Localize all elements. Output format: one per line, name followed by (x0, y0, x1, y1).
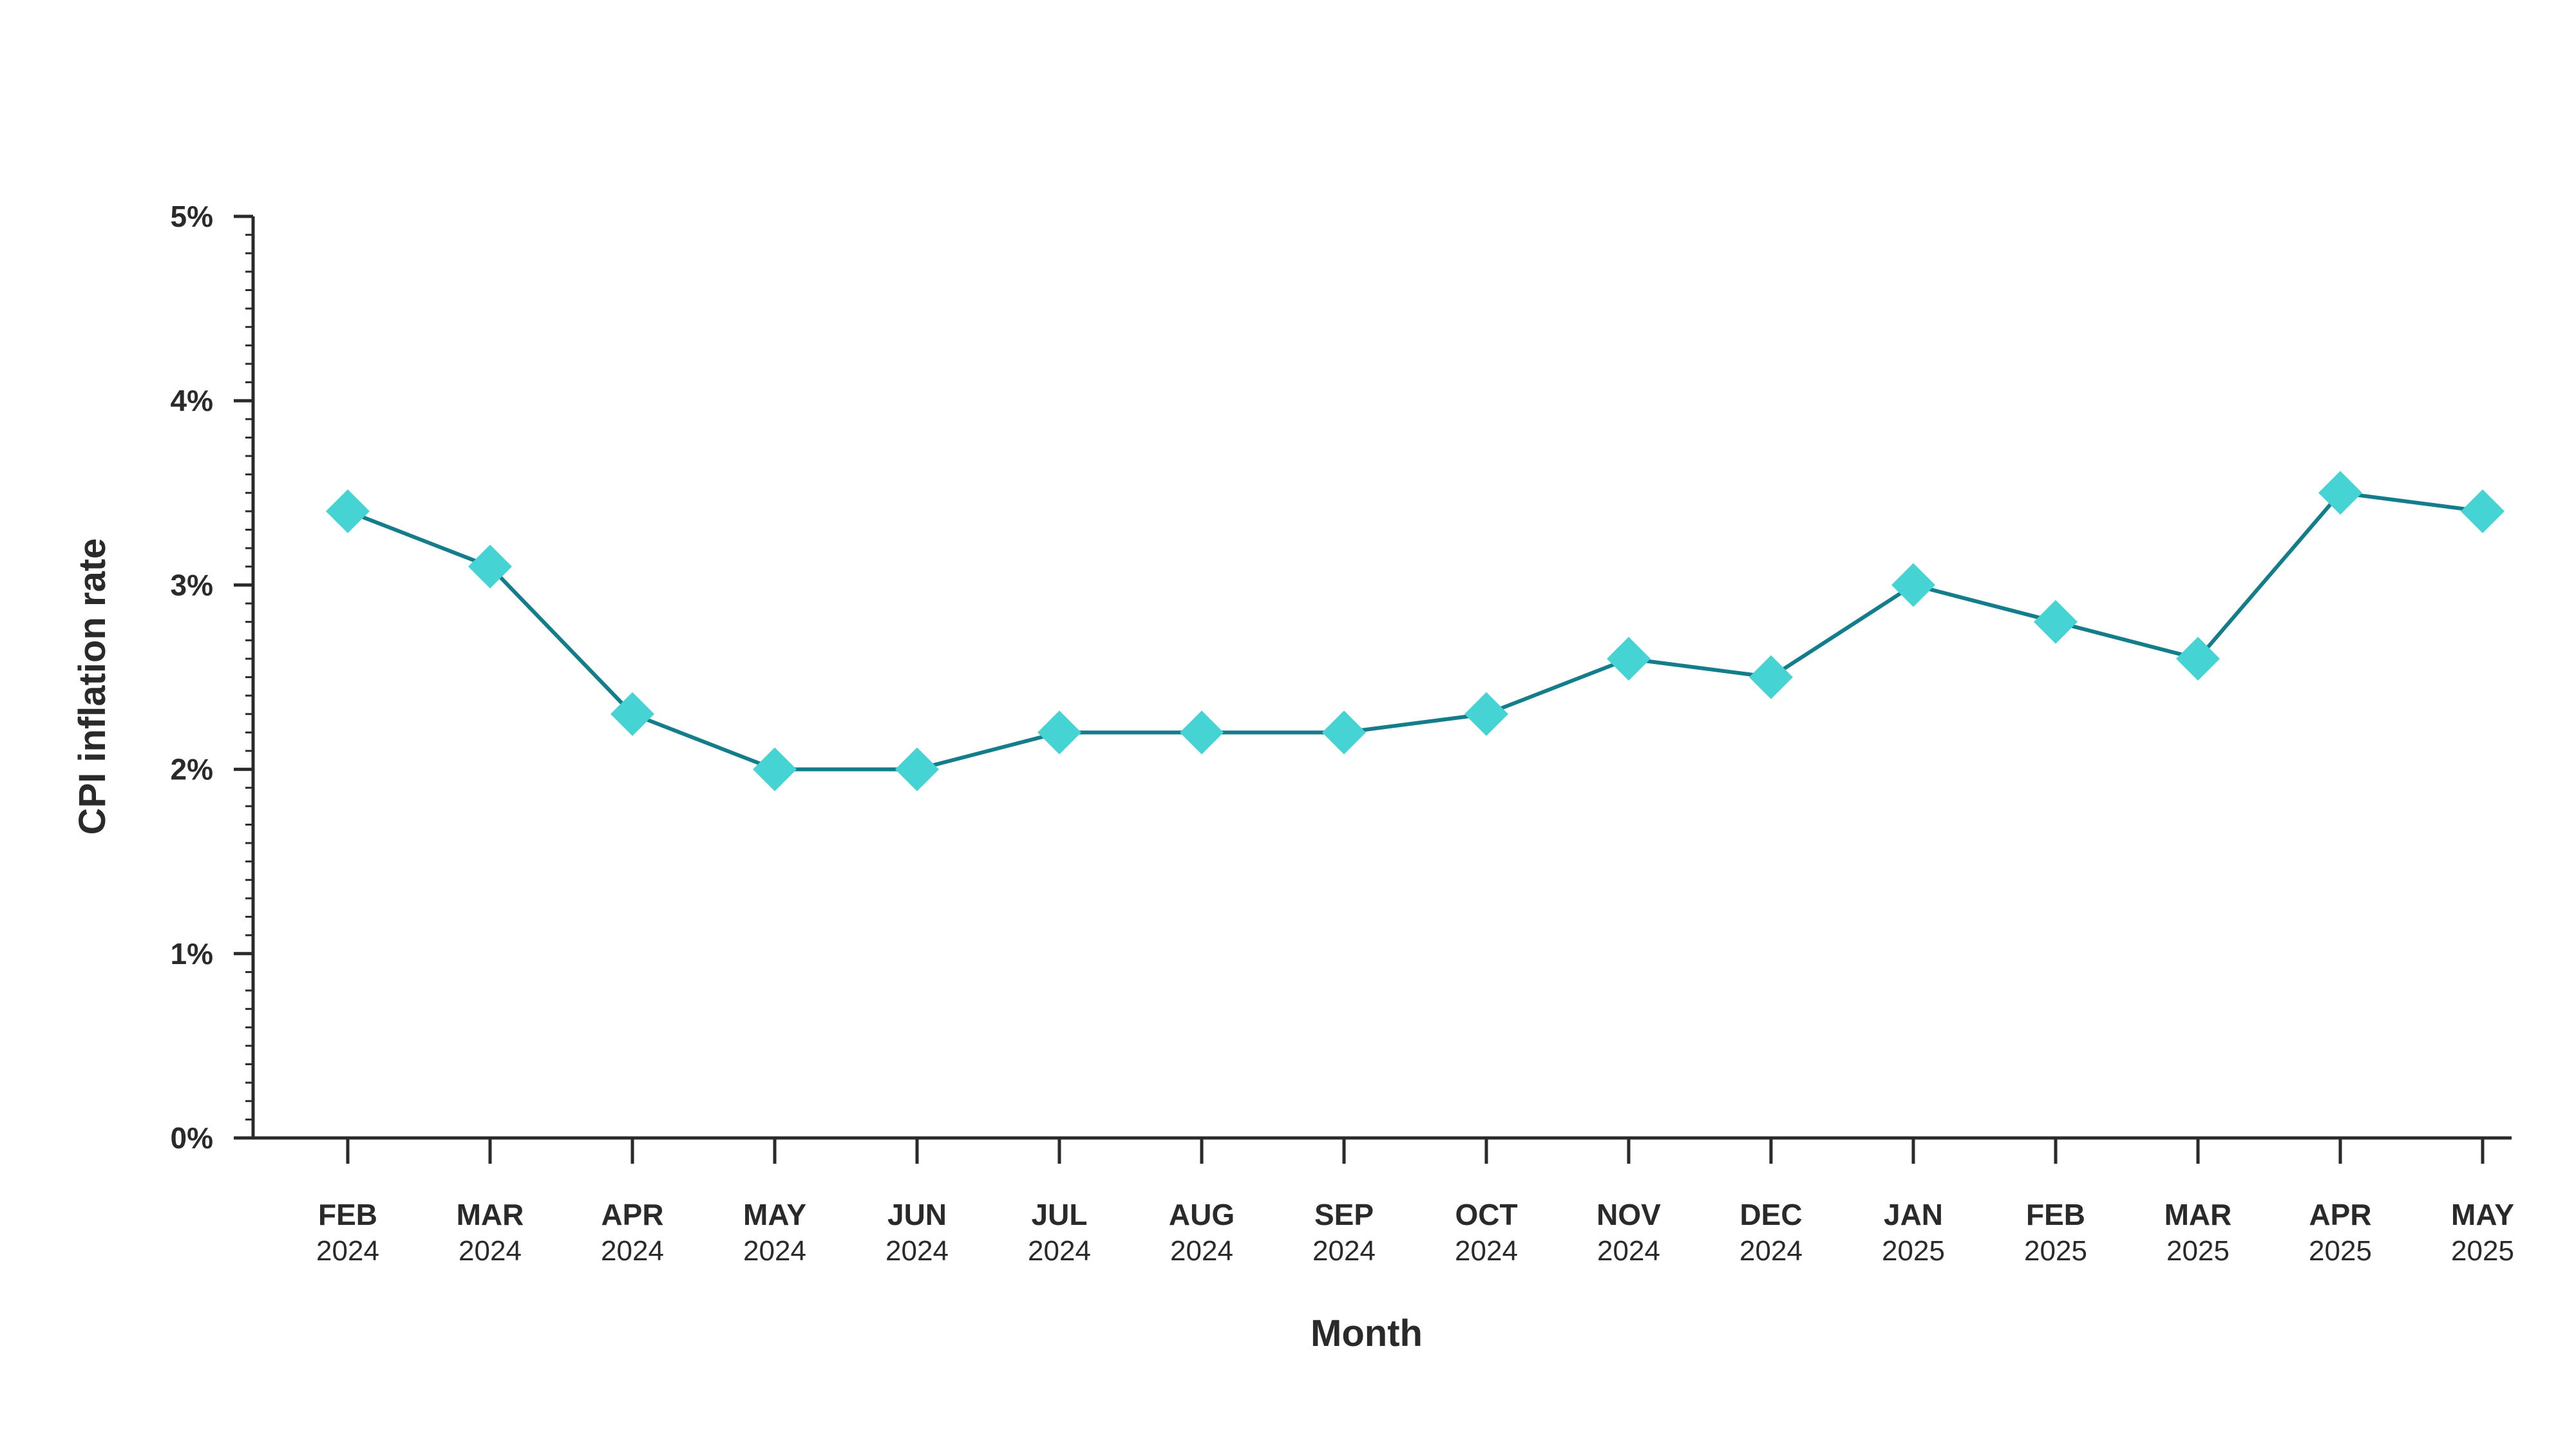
data-point-marker (895, 747, 939, 791)
x-tick-label-year: 2024 (1597, 1235, 1660, 1267)
y-tick-label: 0% (171, 1121, 213, 1155)
x-tick-label-month: MAR (2164, 1198, 2232, 1231)
axes: 0% 1% 2% 3% 4% 5% FEB 2024 MAR 2024 APR 2024 MAY 2024… (171, 200, 2514, 1267)
x-tick-label-month: MAY (743, 1198, 806, 1231)
x-tick-label-month: AUG (1169, 1198, 1235, 1231)
data-point-marker (1037, 710, 1081, 755)
x-tick-label-month: MAR (457, 1198, 524, 1231)
x-tick-label-month: JUN (887, 1198, 947, 1231)
x-tick-label-year: 2024 (1028, 1235, 1091, 1267)
x-tick-label-month: NOV (1596, 1198, 1661, 1231)
x-tick-label-year: 2025 (2451, 1235, 2514, 1267)
data-point-marker (468, 544, 512, 589)
data-point-marker (326, 489, 370, 533)
data-point-marker (611, 692, 654, 736)
x-tick-label-year: 2024 (1739, 1235, 1803, 1267)
data-point-marker (1180, 710, 1224, 755)
x-tick-label-month: OCT (1455, 1198, 1517, 1231)
y-tick-label: 1% (171, 937, 213, 971)
x-tick-label-year: 2024 (743, 1235, 806, 1267)
x-tick-label-month: APR (2309, 1198, 2371, 1231)
data-point-marker (1607, 636, 1651, 681)
y-tick-label: 3% (171, 568, 213, 601)
data-point-marker (2461, 489, 2505, 533)
x-tick-label-year: 2024 (316, 1235, 379, 1267)
x-tick-label-month: DEC (1739, 1198, 1802, 1231)
x-tick-label-month: FEB (2026, 1198, 2085, 1231)
data-point-marker (1749, 655, 1793, 699)
series-line (346, 491, 2483, 772)
x-tick-label-month: SEP (1314, 1198, 1374, 1231)
y-tick-label: 5% (171, 200, 213, 233)
x-tick-label-month: JUL (1032, 1198, 1088, 1231)
data-point-marker (753, 747, 797, 791)
x-tick-label-year: 2025 (2166, 1235, 2230, 1267)
data-point-marker (1464, 692, 1508, 736)
x-tick-label-year: 2024 (601, 1235, 664, 1267)
x-tick-label-year: 2024 (1455, 1235, 1518, 1267)
x-tick-label-year: 2025 (2309, 1235, 2372, 1267)
series-layer (326, 471, 2505, 791)
x-tick-label-month: APR (601, 1198, 663, 1231)
x-tick-label-year: 2024 (886, 1235, 949, 1267)
data-point-marker (2318, 471, 2362, 515)
y-tick-label: 2% (171, 753, 213, 786)
y-axis-title: CPI inflation rate (71, 538, 113, 835)
x-tick-label-year: 2024 (1170, 1235, 1233, 1267)
data-point-marker (1322, 710, 1366, 755)
x-tick-label-month: JAN (1884, 1198, 1943, 1231)
x-axis-title: Month (1311, 1312, 1423, 1354)
data-point-marker (2176, 636, 2220, 681)
x-tick-label-year: 2024 (1312, 1235, 1376, 1267)
x-tick-label-month: FEB (318, 1198, 377, 1231)
x-tick-label-year: 2025 (1882, 1235, 1945, 1267)
x-tick-label-year: 2024 (459, 1235, 522, 1267)
x-tick-label-month: MAY (2451, 1198, 2514, 1231)
x-tick-label-year: 2025 (2024, 1235, 2087, 1267)
y-tick-label: 4% (171, 384, 213, 417)
data-point-marker (1891, 563, 1935, 607)
data-point-marker (2034, 600, 2078, 644)
